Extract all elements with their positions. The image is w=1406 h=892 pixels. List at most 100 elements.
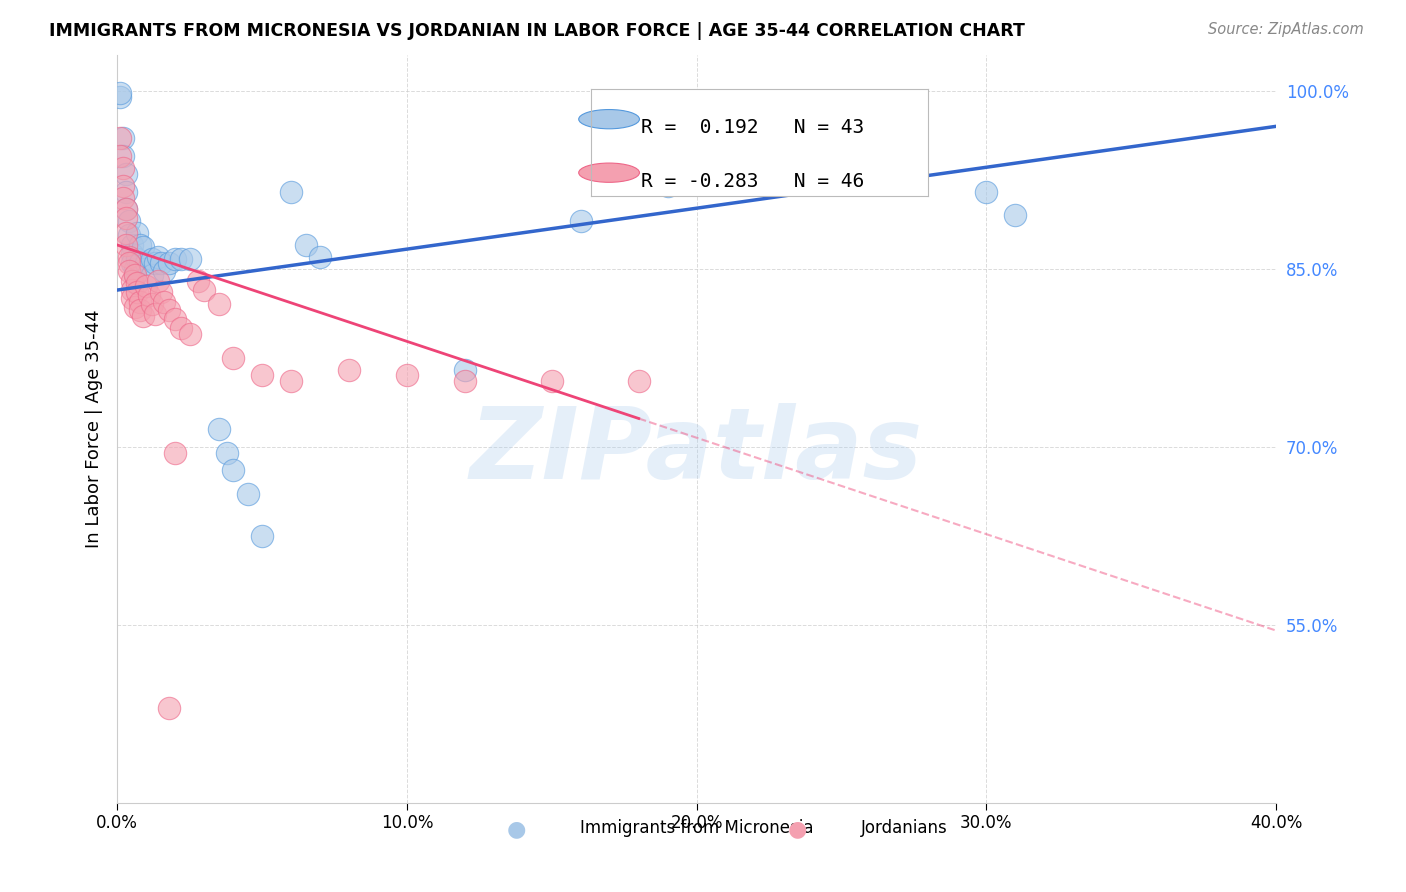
Point (111, 131, 134, 145)
Point (111, 149, 134, 163)
Point (141, 252, 163, 267)
Point (146, 274, 169, 288)
Point (111, 178, 134, 193)
Point (165, 445, 187, 459)
Point (454, 375, 477, 389)
Point (569, 214, 592, 228)
Text: R =  0.192   N = 43: R = 0.192 N = 43 (641, 119, 865, 137)
Point (108, 149, 131, 163)
Point (657, 178, 679, 193)
Text: R = -0.283   N = 46: R = -0.283 N = 46 (641, 172, 865, 191)
Point (170, 252, 193, 267)
Point (115, 238, 138, 252)
Point (129, 256, 152, 270)
Text: ZIPatlas: ZIPatlas (470, 403, 924, 500)
Point (121, 291, 143, 305)
Point (157, 700, 180, 714)
Point (165, 311, 187, 326)
Point (118, 228, 141, 243)
Text: Jordanians: Jordanians (860, 819, 948, 837)
Point (165, 252, 187, 267)
Point (121, 283, 143, 297)
Point (976, 185, 998, 199)
Point (135, 256, 157, 270)
Point (152, 294, 174, 309)
Point (222, 463, 245, 477)
Point (157, 256, 180, 270)
Point (193, 283, 215, 297)
Point (222, 351, 245, 365)
Point (454, 362, 477, 376)
Point (129, 238, 152, 252)
Point (108, 86, 131, 100)
Point (129, 294, 152, 309)
Text: Immigrants from Micronesia: Immigrants from Micronesia (581, 819, 814, 837)
Point (540, 375, 562, 389)
Point (294, 238, 316, 252)
Point (141, 268, 163, 282)
Point (170, 321, 193, 335)
Text: ●: ● (789, 820, 807, 839)
Point (309, 250, 332, 264)
Point (207, 422, 229, 436)
Point (121, 238, 143, 252)
Point (121, 247, 143, 261)
Point (149, 285, 172, 300)
Point (143, 307, 166, 321)
Text: IMMIGRANTS FROM MICRONESIA VS JORDANIAN IN LABOR FORCE | AGE 35-44 CORRELATION C: IMMIGRANTS FROM MICRONESIA VS JORDANIAN … (49, 22, 1025, 40)
Point (124, 300, 146, 314)
Point (250, 368, 273, 383)
Point (127, 252, 149, 267)
Point (337, 362, 360, 376)
Point (115, 211, 138, 225)
Point (250, 529, 273, 543)
Point (146, 250, 169, 264)
Point (124, 268, 146, 282)
Point (1004, 208, 1026, 222)
Circle shape (579, 163, 640, 182)
Text: Source: ZipAtlas.com: Source: ZipAtlas.com (1208, 22, 1364, 37)
Text: ●: ● (508, 820, 526, 839)
Point (118, 264, 141, 278)
Point (127, 226, 149, 240)
Point (395, 368, 418, 383)
Point (217, 445, 239, 459)
Point (132, 240, 155, 254)
Point (124, 261, 146, 276)
Point (132, 309, 155, 323)
Point (115, 185, 138, 199)
Point (121, 274, 143, 288)
Point (115, 226, 138, 240)
Point (108, 131, 131, 145)
Point (135, 279, 157, 293)
Point (115, 202, 138, 217)
Point (111, 161, 134, 175)
Point (141, 297, 163, 311)
Point (118, 256, 141, 270)
Point (118, 214, 141, 228)
Y-axis label: In Labor Force | Age 35-44: In Labor Force | Age 35-44 (86, 310, 103, 549)
Point (124, 268, 146, 282)
Point (187, 274, 209, 288)
Point (149, 256, 172, 270)
Point (179, 252, 201, 267)
Point (157, 303, 180, 318)
Point (115, 167, 138, 181)
Point (111, 190, 134, 204)
Point (118, 250, 141, 264)
Point (179, 326, 201, 341)
Point (207, 297, 229, 311)
Point (280, 375, 302, 389)
Point (129, 303, 152, 318)
Point (127, 276, 149, 290)
Point (143, 256, 166, 270)
Point (236, 487, 259, 501)
Circle shape (579, 110, 640, 128)
Point (127, 285, 149, 300)
Point (108, 89, 131, 103)
Point (115, 202, 138, 217)
Point (280, 185, 302, 199)
Point (121, 256, 143, 270)
Point (627, 375, 650, 389)
Point (138, 287, 160, 301)
